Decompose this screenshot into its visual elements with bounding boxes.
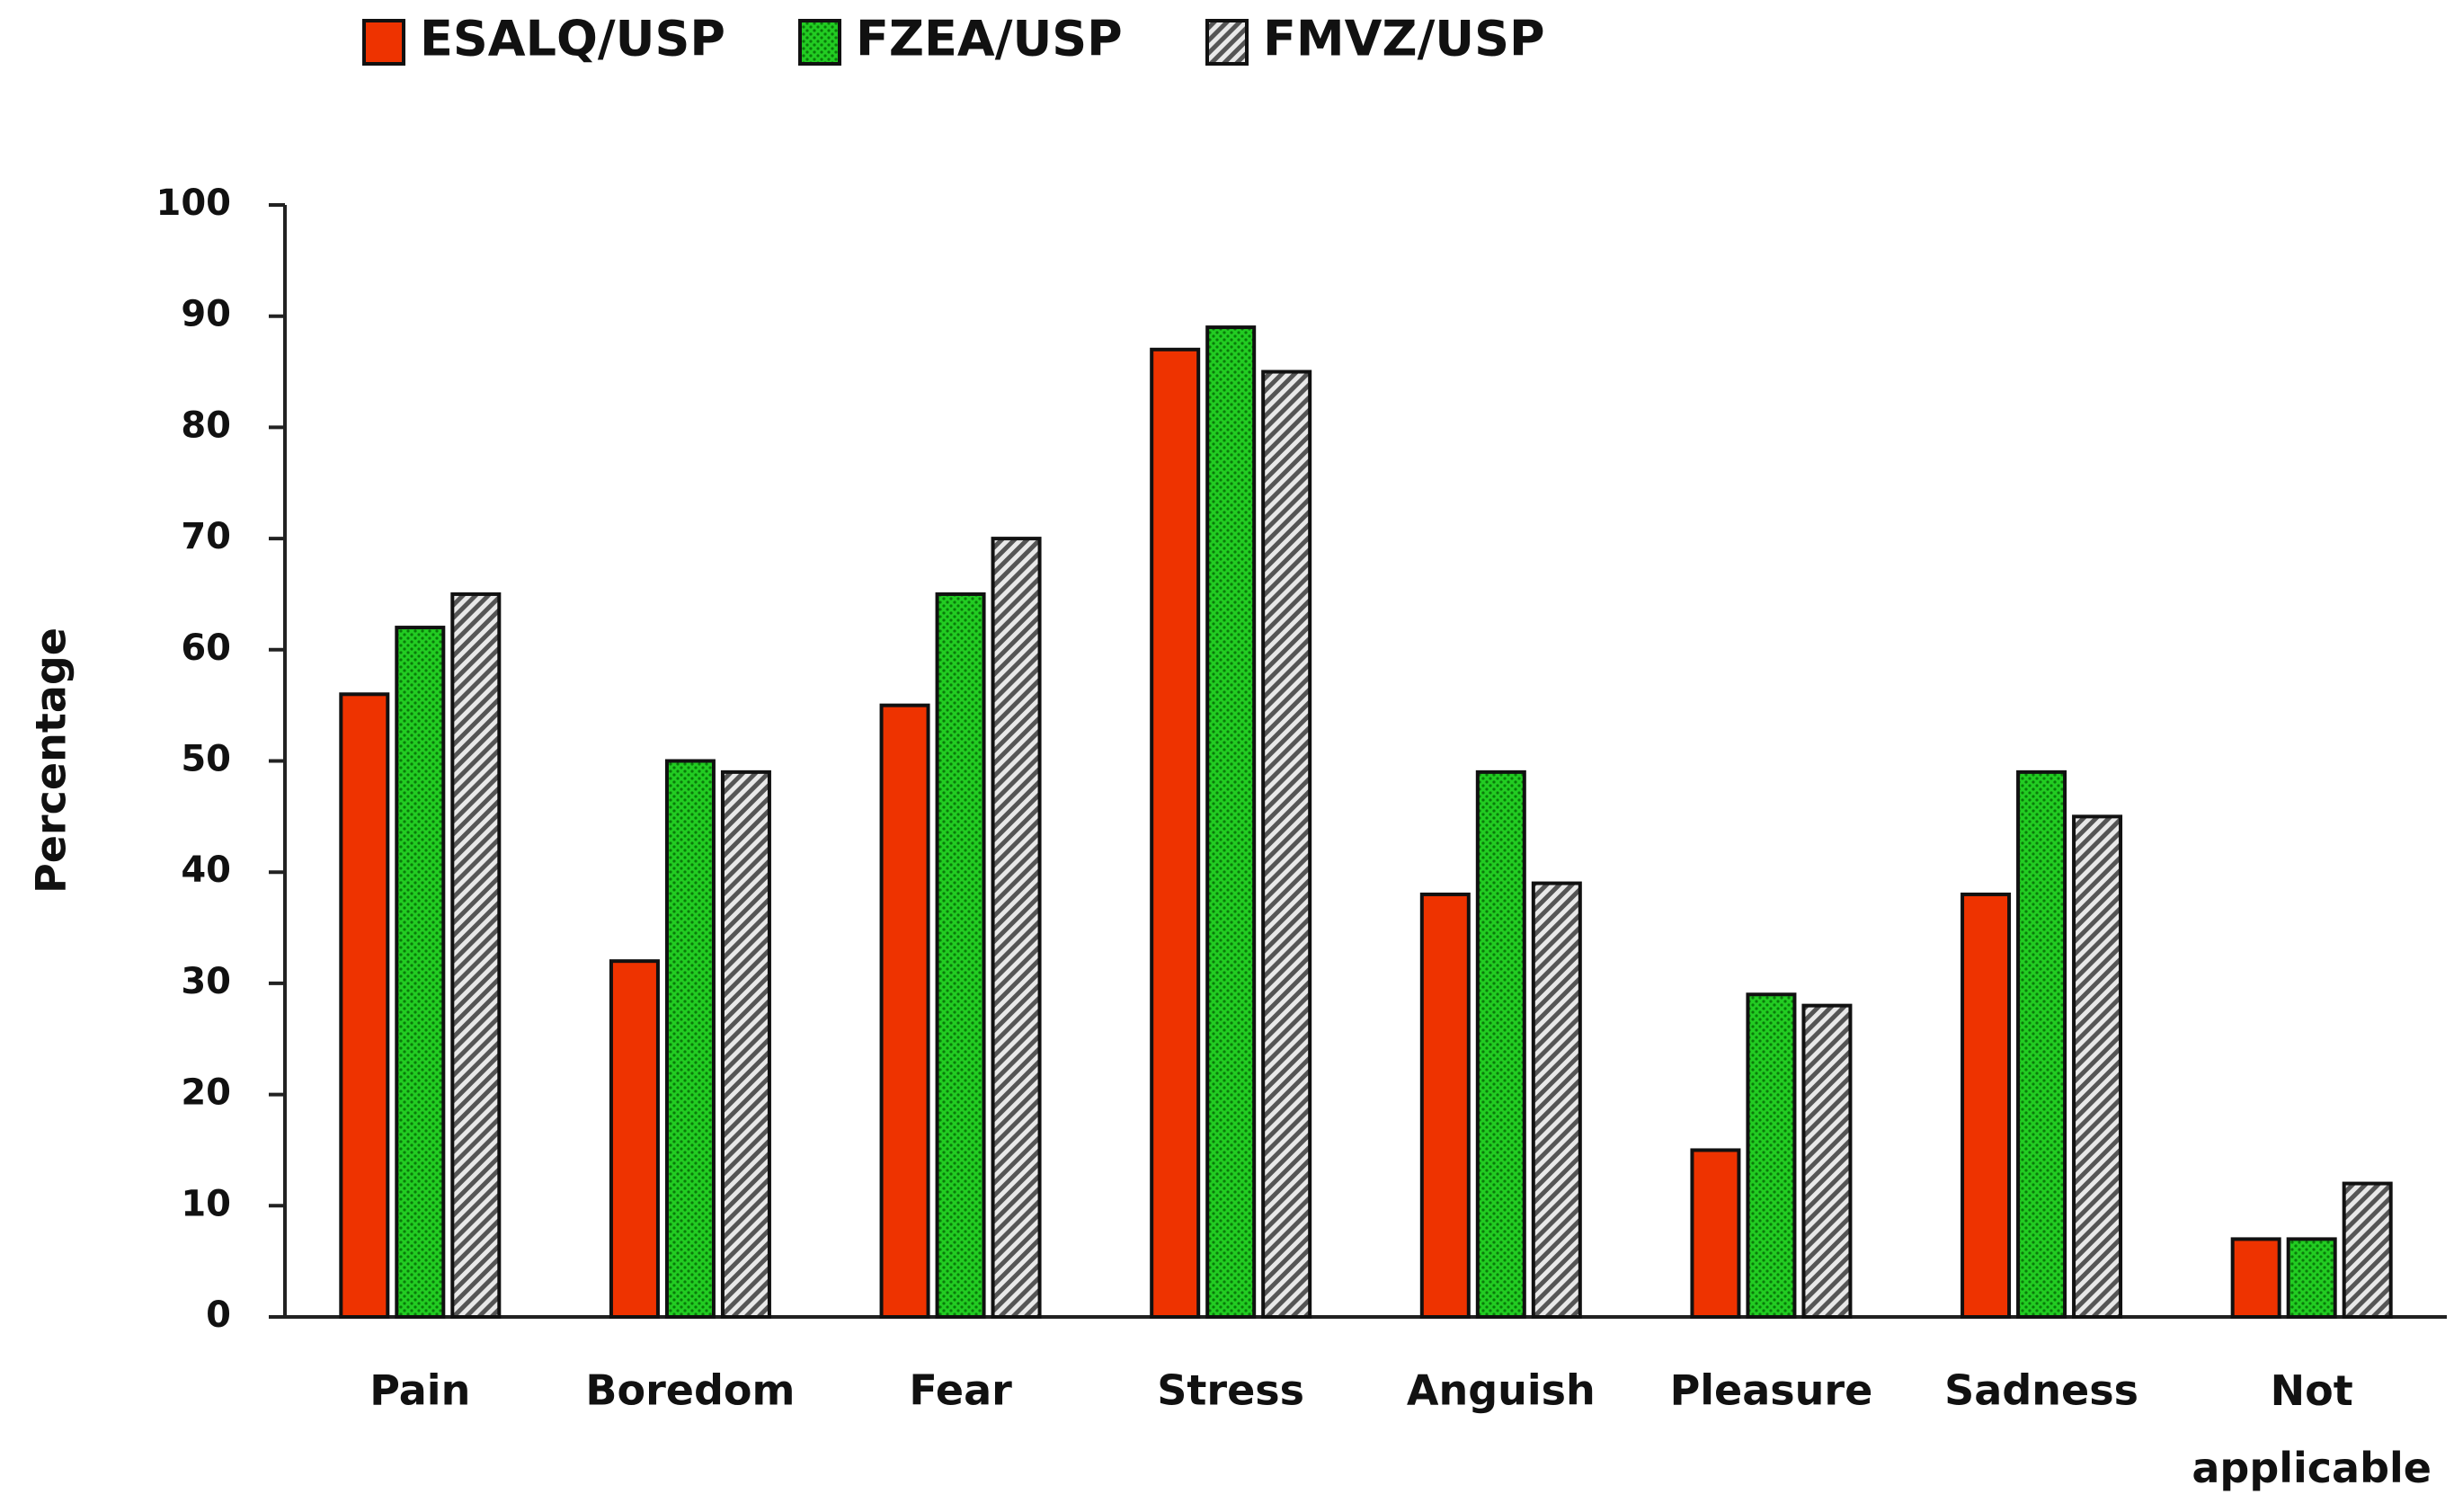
bar bbox=[1475, 769, 1526, 1319]
bar bbox=[1205, 325, 1257, 1320]
legend-label: ESALQ/USP bbox=[420, 11, 725, 67]
bar bbox=[935, 591, 986, 1319]
bar bbox=[395, 626, 446, 1319]
bar bbox=[1801, 1003, 1853, 1319]
x-tick-label: Not applicable bbox=[2192, 1366, 2432, 1492]
bar bbox=[1531, 881, 1582, 1319]
legend-swatch bbox=[1205, 19, 1249, 66]
bar bbox=[879, 703, 930, 1319]
legend-swatch bbox=[798, 19, 841, 66]
legend-swatch bbox=[362, 19, 405, 66]
bar bbox=[2342, 1181, 2393, 1320]
bar bbox=[2016, 769, 2067, 1319]
y-tick-label: 90 bbox=[181, 294, 231, 335]
bar bbox=[2230, 1237, 2281, 1320]
x-tick-label: Pleasure bbox=[1670, 1366, 1873, 1415]
legend-label: FMVZ/USP bbox=[1263, 11, 1545, 67]
x-tick-label: Sadness bbox=[1944, 1366, 2138, 1415]
x-tick-label: Anguish bbox=[1407, 1366, 1596, 1415]
bar bbox=[2286, 1237, 2337, 1320]
y-tick-label: 80 bbox=[181, 405, 231, 446]
y-tick-label: 100 bbox=[156, 182, 232, 224]
y-tick-label: 10 bbox=[181, 1183, 231, 1224]
y-tick-label: 50 bbox=[181, 739, 231, 780]
bar bbox=[2072, 814, 2123, 1319]
y-tick-label: 20 bbox=[181, 1072, 231, 1114]
bar bbox=[450, 591, 502, 1319]
bar bbox=[1746, 992, 1797, 1320]
y-tick-label: 30 bbox=[181, 961, 231, 1002]
y-axis-title: Percentage bbox=[27, 627, 76, 894]
x-tick-label: Pain bbox=[369, 1366, 470, 1415]
y-tick-label: 70 bbox=[181, 516, 231, 557]
bar bbox=[720, 769, 771, 1319]
bar bbox=[609, 959, 660, 1320]
y-tick-label: 0 bbox=[206, 1294, 231, 1336]
y-tick-label: 40 bbox=[181, 849, 231, 891]
bar bbox=[1419, 892, 1471, 1319]
bar bbox=[991, 537, 1042, 1319]
y-tick-label: 60 bbox=[181, 627, 231, 669]
bar bbox=[1150, 347, 1201, 1319]
bar bbox=[1261, 369, 1312, 1319]
x-tick-label: Boredom bbox=[585, 1366, 795, 1415]
bar bbox=[1961, 892, 2012, 1319]
x-tick-label: Stress bbox=[1157, 1366, 1304, 1415]
bar bbox=[339, 692, 390, 1319]
bar bbox=[1690, 1148, 1741, 1319]
x-tick-label: Fear bbox=[909, 1366, 1012, 1415]
bar bbox=[664, 759, 716, 1319]
legend-label: FZEA/USP bbox=[856, 11, 1123, 67]
